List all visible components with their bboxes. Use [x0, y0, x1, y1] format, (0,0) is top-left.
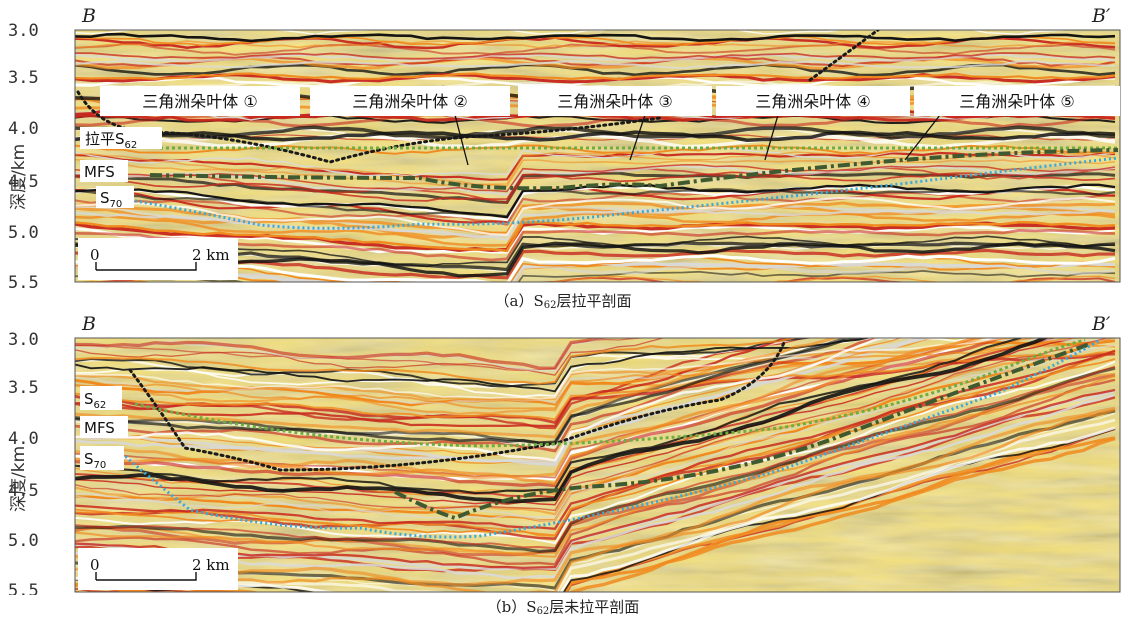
caption-a: （a）S62层拉平剖面 [0, 290, 1126, 311]
scale-bar-end: 2 km [192, 556, 230, 574]
scale-bar-end: 2 km [192, 246, 230, 264]
panel-b-seismic-section: 3.0 3.5 4.0 4.5 5.0 5.5 深度/km B B′ S62 M… [0, 310, 1126, 595]
y-tick-label: 3.0 [8, 21, 39, 41]
lobe-label-2: 三角洲朵叶体 ② [352, 92, 467, 111]
lobe-label-3: 三角洲朵叶体 ③ [557, 92, 672, 111]
y-tick-label: 3.5 [8, 68, 39, 88]
panel-a-seismic-section: 3.0 3.5 4.0 4.5 5.0 5.5 深度/km B B′ 三角洲朵叶… [0, 0, 1126, 290]
horizon-label-mfs: MFS [84, 163, 115, 181]
scale-bar-start: 0 [90, 556, 100, 574]
y-tick-label: 3.5 [8, 378, 39, 398]
lobe-label-4: 三角洲朵叶体 ④ [755, 92, 870, 111]
scale-bar-b: 0 2 km [78, 548, 238, 590]
corner-label-b-prime: B′ [1091, 5, 1111, 27]
y-axis-a: 3.0 3.5 4.0 4.5 5.0 5.5 深度/km [8, 21, 39, 290]
seismic-reflector [75, 24, 1115, 29]
y-tick-label: 3.0 [8, 330, 39, 350]
lobe-label-5: 三角洲朵叶体 ⑤ [959, 92, 1074, 111]
y-tick-label: 5.0 [8, 223, 39, 243]
corner-label-b-prime: B′ [1091, 313, 1111, 335]
corner-label-b: B [81, 5, 96, 27]
y-tick-label: 4.0 [8, 119, 39, 139]
horizon-label-mfs: MFS [84, 419, 115, 437]
y-tick-label: 5.0 [8, 531, 39, 551]
y-axis-b: 3.0 3.5 4.0 4.5 5.0 5.5 深度/km [8, 330, 39, 595]
corner-label-b: B [81, 313, 96, 335]
horizon-labels-b: S62 MFS S70 [80, 386, 128, 471]
scale-bar-a: 0 2 km [78, 238, 238, 280]
lobe-label-1: 三角洲朵叶体 ① [142, 92, 257, 111]
y-tick-label: 5.5 [8, 581, 39, 595]
lobe-labels-a: 三角洲朵叶体 ① 三角洲朵叶体 ② 三角洲朵叶体 ③ 三角洲朵叶体 ④ 三角洲朵… [100, 86, 1120, 116]
scale-bar-start: 0 [90, 246, 100, 264]
y-axis-label: 深度/km [9, 446, 29, 512]
y-axis-label: 深度/km [9, 144, 29, 210]
caption-b: （b）S62层未拉平剖面 [0, 596, 1126, 617]
y-tick-label: 5.5 [8, 273, 39, 290]
